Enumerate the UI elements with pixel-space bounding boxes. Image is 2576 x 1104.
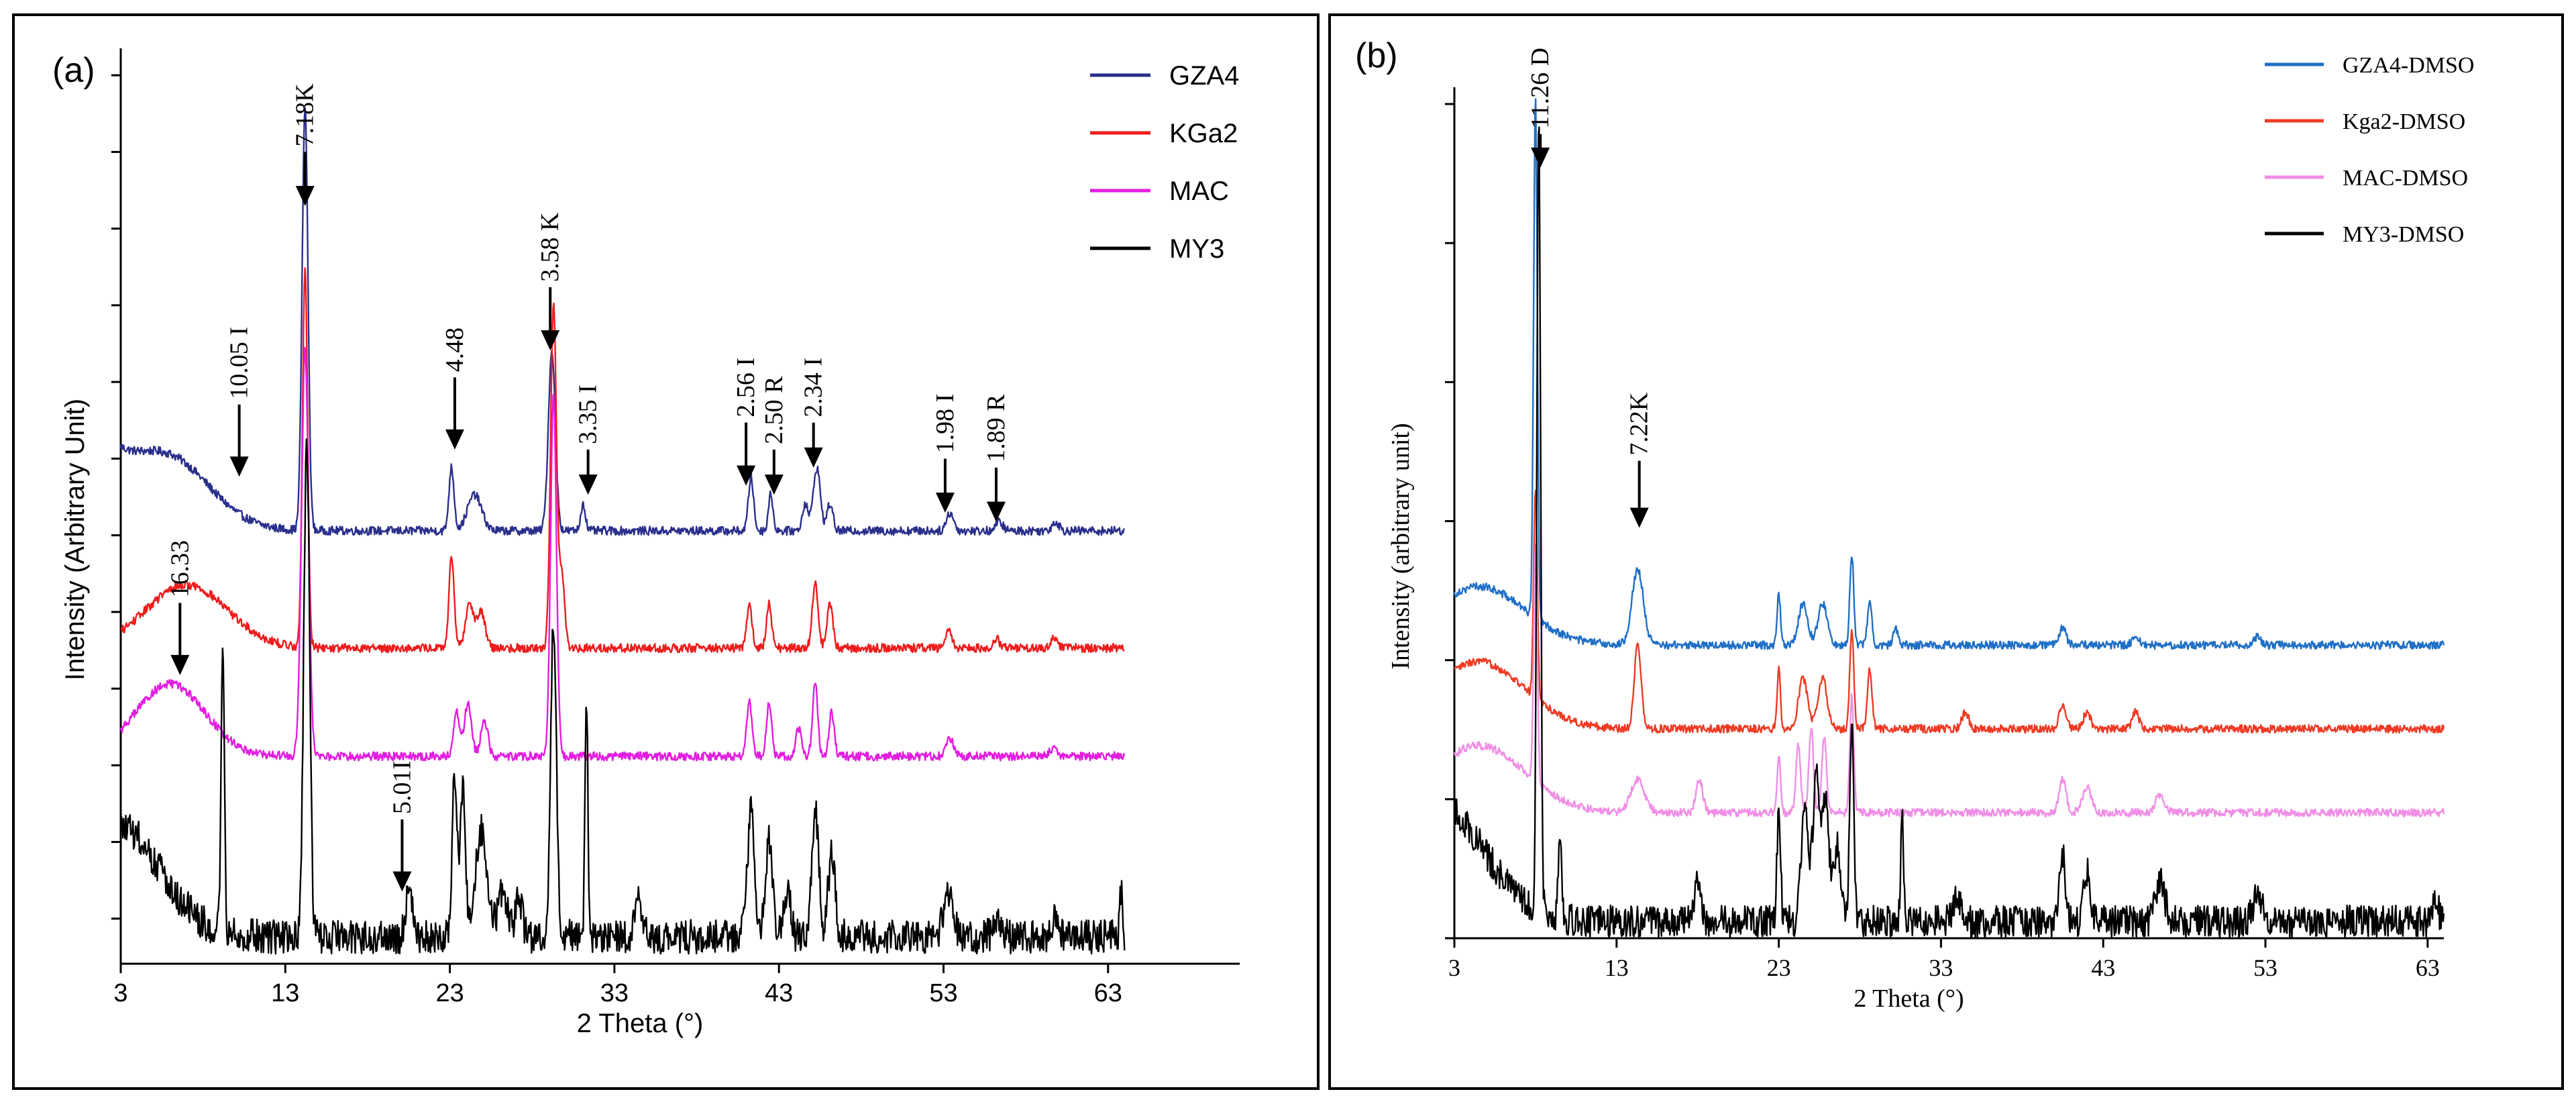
- panel-a-label: (a): [52, 51, 95, 90]
- series-my3-line: [119, 438, 1126, 955]
- panel-b-x-tick-label: 33: [1929, 954, 1953, 981]
- annotation-label-10-05-i: 10.05 I: [225, 327, 254, 399]
- panel-b-x-tick-label: 13: [1605, 954, 1629, 981]
- panel-b-label: (b): [1355, 36, 1398, 75]
- annotation-arrowhead: [986, 501, 1006, 522]
- legend-label-mac-dmso: MAC-DMSO: [2343, 166, 2468, 191]
- annotation-arrowhead: [804, 447, 823, 468]
- panel-a-x-tick-label: 53: [929, 979, 957, 1007]
- panel-a-y-axis-label: Intensity (Arbitrary Unit): [60, 399, 90, 681]
- annotation-arrowhead: [445, 429, 464, 450]
- panel-b-x-axis-label: 2 Theta (°): [1854, 985, 1964, 1013]
- annotation-label-16-33: 16.33: [166, 540, 194, 598]
- annotation-arrowhead: [935, 493, 955, 513]
- annotation-arrowhead: [229, 456, 249, 477]
- annotation-arrowhead: [764, 474, 784, 495]
- legend-label-gza4-dmso: GZA4-DMSO: [2343, 53, 2474, 78]
- legend-label-mac: MAC: [1169, 177, 1229, 206]
- series-mac-line: [119, 346, 1126, 762]
- annotation-label-7-22k: 7.22K: [1625, 392, 1654, 456]
- annotation-label-4-48: 4.48: [441, 328, 469, 372]
- legend-label-gza4: GZA4: [1169, 61, 1239, 91]
- panel-a: (a) 3 13 23 33 43 53 63 2 Theta (°) Intensity (Ar…: [52, 48, 1240, 1038]
- annotation-label-1-89-r: 1.89 R: [982, 394, 1010, 462]
- series-gza4-line: [119, 107, 1126, 536]
- panel-b-x-tick-label: 63: [2416, 954, 2440, 981]
- legend-label-kga2: KGa2: [1169, 119, 1238, 148]
- annotation-label-2-56-i: 2.56 I: [732, 358, 760, 417]
- series-kga2-dmso-line: [1454, 489, 2445, 734]
- legend-label-my3: MY3: [1169, 234, 1224, 264]
- panel-a-x-tick-label: 13: [271, 979, 299, 1007]
- annotation-label-1-98-i: 1.98 I: [931, 394, 959, 454]
- legend-label-kga2-dmso: Kga2-DMSO: [2343, 109, 2465, 134]
- annotation-label-2-34-i: 2.34 I: [800, 358, 828, 417]
- annotation-arrowhead: [541, 330, 560, 351]
- annotation-arrowhead: [392, 871, 412, 892]
- annotation-label-11-26-d: 11.26 D: [1526, 48, 1554, 129]
- panel-a-frame: [12, 13, 1320, 1090]
- annotation-label-7-18k: 7.18K: [291, 83, 319, 146]
- annotation-arrowhead: [295, 186, 315, 207]
- annotation-arrowhead: [1629, 507, 1649, 528]
- panel-a-x-tick-label: 63: [1094, 979, 1122, 1007]
- annotation-label-5-01i: 5.01I: [388, 761, 416, 814]
- panel-a-x-tick-label: 33: [600, 979, 629, 1007]
- panel-b: (b) 3 13 23 33 43 53 63 2 Theta (°) Intensity (ar…: [1355, 36, 2474, 1013]
- panel-a-x-axis-label: 2 Theta (°): [577, 1009, 704, 1038]
- annotation-arrowhead: [578, 474, 598, 495]
- panel-b-x-tick-label: 3: [1448, 954, 1460, 981]
- panel-b-y-axis-label: Intensity (arbitrary unit): [1387, 423, 1415, 669]
- annotation-arrowhead: [170, 654, 190, 675]
- series-kga2-line: [120, 267, 1125, 654]
- panel-b-x-tick-label: 23: [1767, 954, 1791, 981]
- series-mac-dmso-line: [1453, 543, 2445, 817]
- annotation-arrowhead: [737, 465, 756, 486]
- panel-a-x-tick-label: 23: [435, 979, 464, 1007]
- series-gza4-dmso-line: [1453, 98, 2445, 650]
- panel-a-x-tick-label: 43: [765, 979, 793, 1007]
- legend-label-my3-dmso: MY3-DMSO: [2343, 222, 2464, 247]
- series-my3-dmso-line: [1453, 126, 2445, 938]
- panel-a-x-tick-label: 3: [113, 979, 127, 1007]
- annotation-label-2-50-r: 2.50 R: [760, 376, 788, 444]
- annotation-label-3-58-k: 3.58 K: [536, 212, 564, 282]
- panel-b-x-tick-label: 53: [2253, 954, 2277, 981]
- annotation-label-3-35-i: 3.35 I: [574, 385, 602, 444]
- panel-b-x-tick-label: 43: [2091, 954, 2115, 981]
- annotation-arrowhead: [1531, 147, 1550, 168]
